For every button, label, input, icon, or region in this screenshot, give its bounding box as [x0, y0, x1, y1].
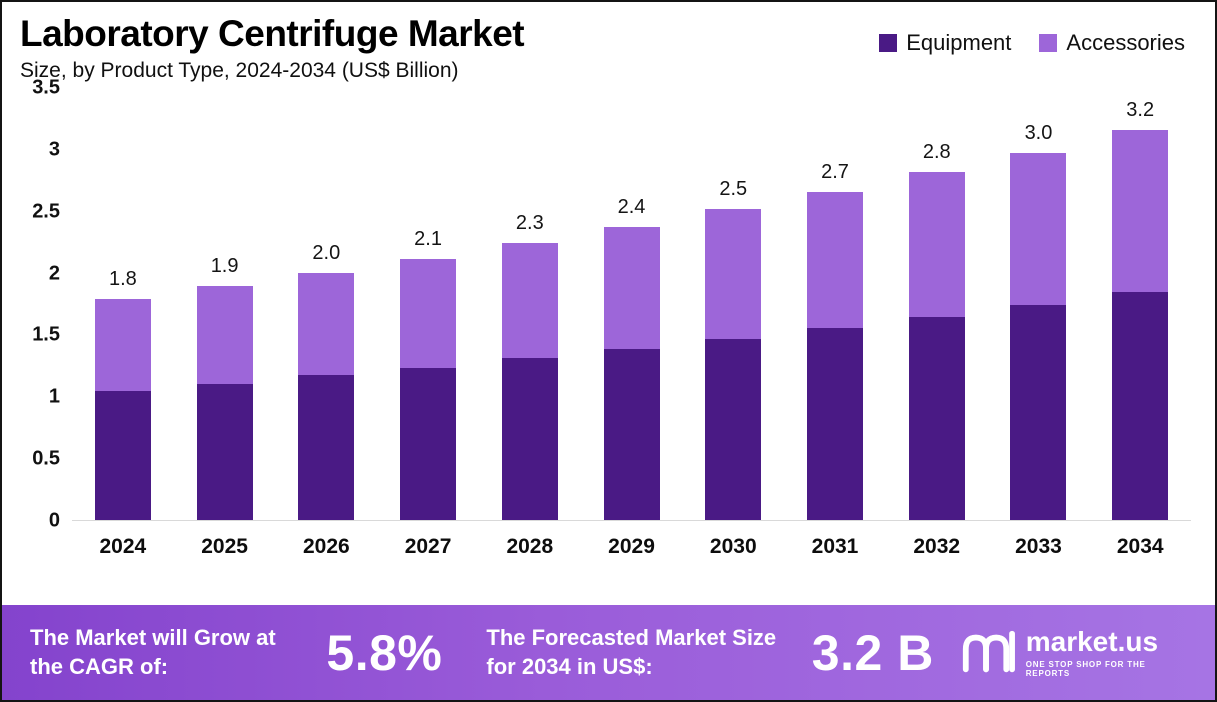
x-tick-label: 2033: [1015, 534, 1062, 558]
bar-segment-accessories: [1010, 152, 1067, 305]
bar-slot-2025: 1.9: [174, 255, 276, 520]
y-axis: 0 0.5 1 1.5 2 2.5 3 3.5: [14, 76, 72, 531]
x-tick-label: 2026: [302, 534, 350, 558]
x-tick-label: 2027: [404, 534, 452, 558]
bar-segment-equipment: [298, 375, 355, 520]
bar-total-label: 1.9: [210, 255, 239, 278]
legend-swatch-accessories: [1039, 34, 1058, 52]
marketus-icon: [962, 630, 1015, 672]
x-tick-label: 2034: [1116, 534, 1164, 558]
y-tick-label: 3: [48, 138, 60, 161]
x-tick-label: 2032: [913, 534, 961, 558]
bar-total-label: 3.2: [1126, 99, 1155, 122]
bar-segment-accessories: [908, 172, 965, 318]
legend-swatch-equipment: [879, 34, 898, 52]
bar-total-label: 2.0: [312, 241, 341, 264]
bar-segment-accessories: [196, 286, 253, 384]
bar-total-label: 2.8: [922, 141, 951, 164]
page-subtitle: Size, by Product Type, 2024-2034 (US$ Bi…: [20, 58, 459, 82]
y-tick-label: 0.5: [32, 447, 60, 470]
bar-segment-equipment: [807, 328, 863, 520]
footer-banner: The Market will Grow at the CAGR of: 5.8…: [2, 605, 1215, 700]
bar-segment-accessories: [603, 226, 660, 350]
bar-slot-2024: 1.8: [72, 268, 174, 520]
bar-slot-2032: 2.8: [886, 141, 988, 520]
chart-header: Laboratory Centrifuge Market Size, by Pr…: [2, 2, 1215, 83]
x-tick-label: 2024: [99, 534, 147, 558]
brand-tagline: ONE STOP SHOP FOR THE REPORTS: [1025, 659, 1146, 678]
y-tick-label: 1.5: [32, 323, 60, 346]
legend-item-accessories: Accessories: [1039, 30, 1185, 56]
bar-segment-equipment: [501, 357, 558, 520]
bar-segment-equipment: [196, 383, 253, 520]
bar-slot-2031: 2.7: [784, 161, 886, 520]
bar-slot-2034: 3.2: [1089, 99, 1191, 520]
bar-segment-accessories: [400, 258, 457, 368]
bar-total-label: 3.0: [1024, 121, 1053, 144]
cagr-label: The Market will Grow at the CAGR of:: [30, 624, 276, 679]
bar-slot-2028: 2.3: [479, 212, 581, 520]
legend-item-equipment: Equipment: [879, 30, 1011, 56]
bar-slot-2027: 2.1: [377, 228, 479, 520]
bar-total-label: 1.8: [108, 267, 137, 290]
bar-slot-2029: 2.4: [581, 196, 683, 520]
bar-slot-2030: 2.5: [682, 178, 784, 520]
bar-segment-accessories: [807, 192, 863, 329]
chart-area: 0 0.5 1 1.5 2 2.5 3 3.5 1.8 1.9 2.0 2.1 2.3 2.4 2.5 2.…: [2, 76, 1215, 531]
brand-text: market.us ONE STOP SHOP FOR THE REPORTS: [1025, 625, 1187, 678]
bar-segment-accessories: [94, 298, 151, 392]
legend: Equipment Accessories: [879, 30, 1185, 56]
forecast-label: The Forecasted Market Size for 2034 in U…: [486, 624, 777, 679]
bar-total-label: 2.4: [617, 195, 646, 218]
bar-total-label: 2.5: [719, 178, 748, 201]
bar-total-label: 2.7: [821, 161, 849, 184]
brand-logo: market.us ONE STOP SHOP FOR THE REPORTS: [960, 625, 1187, 678]
x-tick-label: 2031: [811, 534, 859, 558]
bar-slot-2033: 3.0: [988, 122, 1090, 520]
bar-segment-accessories: [298, 272, 355, 376]
bar-segment-equipment: [603, 349, 660, 520]
x-tick-label: 2030: [709, 534, 757, 558]
bar-segment-equipment: [908, 317, 965, 520]
x-tick-label: 2025: [201, 534, 248, 558]
bar-segment-equipment: [94, 391, 151, 520]
page-title: Laboratory Centrifuge Market: [20, 13, 525, 54]
bar-segment-accessories: [705, 209, 762, 340]
bar-slot-2026: 2.0: [275, 242, 377, 520]
bar-segment-accessories: [501, 242, 558, 358]
cagr-value: 5.8%: [326, 624, 443, 681]
title-block: Laboratory Centrifuge Market Size, by Pr…: [20, 13, 525, 83]
bar-segment-equipment: [400, 367, 457, 520]
brand-name: market.us: [1025, 625, 1159, 657]
y-tick-label: 3.5: [32, 76, 60, 99]
x-tick-label: 2029: [608, 534, 655, 558]
legend-label: Equipment: [906, 30, 1012, 55]
y-tick-label: 1: [48, 385, 60, 408]
legend-label: Accessories: [1066, 30, 1185, 55]
plot-area: 1.8 1.9 2.0 2.1 2.3 2.4 2.5 2.7 2.8 3.0 3.2: [72, 87, 1191, 521]
y-tick-label: 2: [48, 262, 60, 285]
forecast-value: 3.2 B: [811, 624, 934, 681]
y-tick-label: 0: [48, 509, 60, 532]
bar-segment-equipment: [1112, 292, 1169, 520]
bar-total-label: 2.1: [414, 227, 442, 250]
bar-segment-equipment: [705, 339, 762, 520]
bar-segment-equipment: [1010, 304, 1067, 520]
bar-total-label: 2.3: [515, 211, 544, 234]
y-tick-label: 2.5: [32, 200, 60, 223]
x-tick-label: 2028: [506, 534, 554, 558]
bar-segment-accessories: [1112, 130, 1169, 293]
x-axis: 2024 2025 2026 2027 2028 2029 2030 2031 2032 2033…: [2, 535, 1215, 559]
